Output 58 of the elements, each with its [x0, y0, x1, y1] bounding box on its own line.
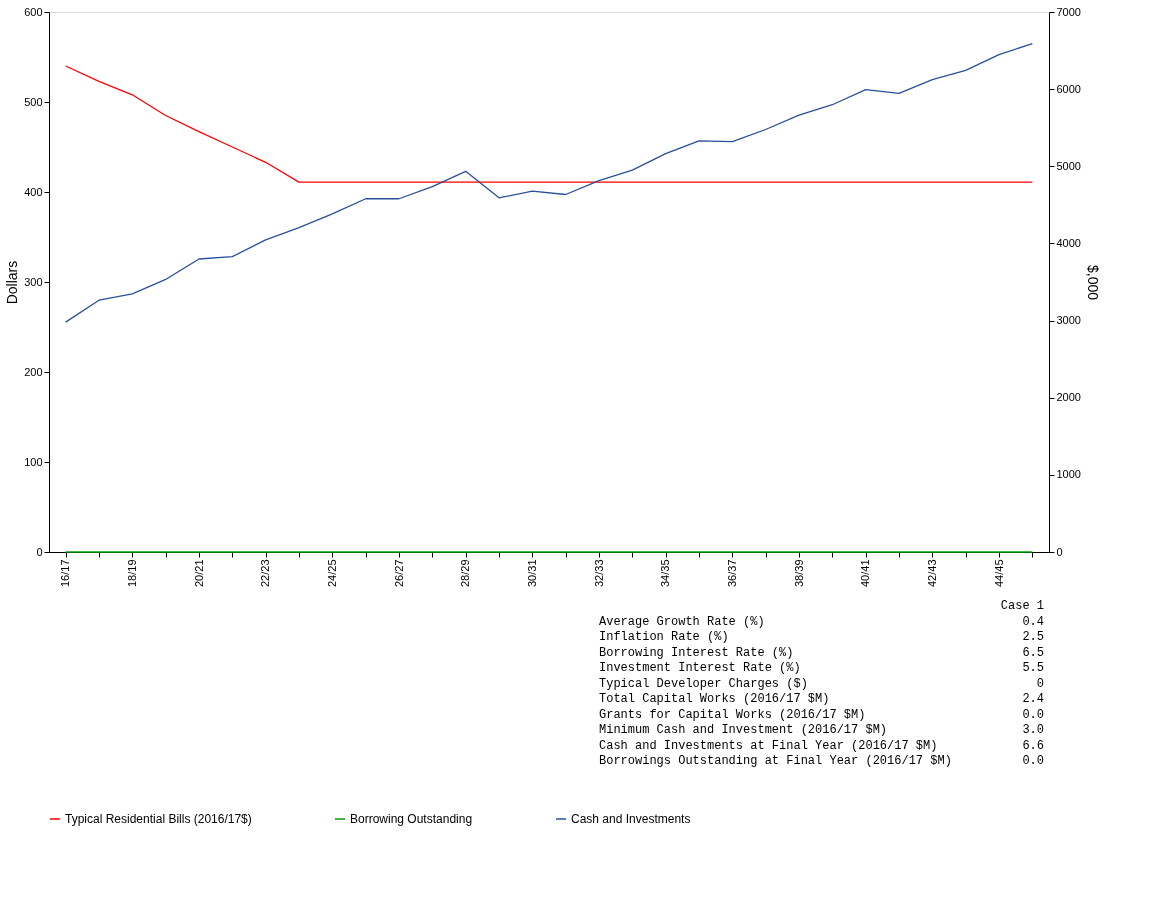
x-tick-label: 34/35: [659, 559, 672, 588]
text: Typical Developer Charges ($): [599, 676, 808, 691]
text: Cash and Investments at Final Year (2016/17 $M): [599, 738, 938, 753]
text: 0.0: [1022, 707, 1044, 722]
text: 6.5: [1022, 645, 1044, 660]
text: 6.6: [1022, 738, 1044, 753]
y2-tick-label: 1000: [1056, 468, 1081, 481]
x-tick-label: 22/23: [259, 559, 272, 588]
x-tick-label: 32/33: [592, 559, 605, 588]
y-tick-label: 100: [24, 455, 43, 468]
text: 2.4: [1022, 692, 1044, 706]
text: 2.5: [1022, 630, 1044, 644]
y2-axis-title: $,000: [1084, 264, 1101, 301]
x-tick-label: 38/39: [792, 559, 805, 588]
line-series: [65, 65, 1033, 183]
legend-label: Cash and Investments: [571, 812, 691, 826]
y-tick-label: 600: [24, 5, 43, 18]
text: Average Growth Rate (%): [599, 614, 765, 629]
x-tick-label: 16/17: [59, 559, 72, 588]
y-tick-label: 200: [24, 365, 43, 378]
x-tick-label: 44/45: [992, 559, 1005, 588]
text: 3.0: [1022, 723, 1044, 737]
text: Inflation Rate (%): [599, 630, 729, 644]
text: 0.4: [1022, 614, 1044, 629]
y-tick-label: 500: [24, 95, 43, 108]
x-tick-label: 18/19: [125, 559, 138, 588]
y2-tick-label: 4000: [1056, 236, 1081, 249]
x-tick-label: 28/29: [459, 559, 472, 588]
y2-tick-label: 2000: [1056, 391, 1081, 404]
y2-tick-label: 0: [1056, 545, 1063, 558]
legend-label: Borrowing Outstanding: [350, 812, 473, 826]
x-tick-label: 20/21: [192, 559, 205, 588]
x-tick-label: 42/43: [925, 559, 938, 588]
y-tick-label: 0: [36, 545, 43, 558]
y2-tick-label: 7000: [1056, 5, 1081, 18]
y-tick-label: 400: [24, 185, 43, 198]
text: 5.5: [1022, 661, 1044, 675]
text: Borrowing Interest Rate (%): [599, 645, 794, 660]
x-tick-label: 40/41: [859, 559, 872, 588]
y2-tick-label: 3000: [1056, 314, 1081, 327]
x-tick-label: 26/27: [392, 559, 405, 588]
x-tick-label: 24/25: [325, 559, 338, 588]
y-axis-title: Dollars: [4, 260, 21, 305]
y2-tick-label: 6000: [1056, 82, 1081, 95]
text: Case 1: [1000, 599, 1044, 613]
line-series: [65, 42, 1033, 323]
x-tick-label: 30/31: [525, 559, 538, 588]
legend-label: Typical Residential Bills (2016/17$): [65, 812, 252, 826]
text: 0.0: [1022, 754, 1044, 768]
y-tick-label: 300: [24, 275, 43, 288]
text: Total Capital Works (2016/17 $M): [599, 692, 830, 706]
y2-tick-label: 5000: [1056, 159, 1081, 172]
text: Grants for Capital Works (2016/17 $M): [599, 707, 866, 722]
text: Minimum Cash and Investment (2016/17 $M): [599, 723, 888, 737]
x-tick-label: 36/37: [725, 559, 738, 588]
text: 0: [1036, 676, 1044, 691]
text: Investment Interest Rate (%): [599, 661, 801, 675]
text: Borrowings Outstanding at Final Year (2016/17 $M): [599, 754, 952, 768]
